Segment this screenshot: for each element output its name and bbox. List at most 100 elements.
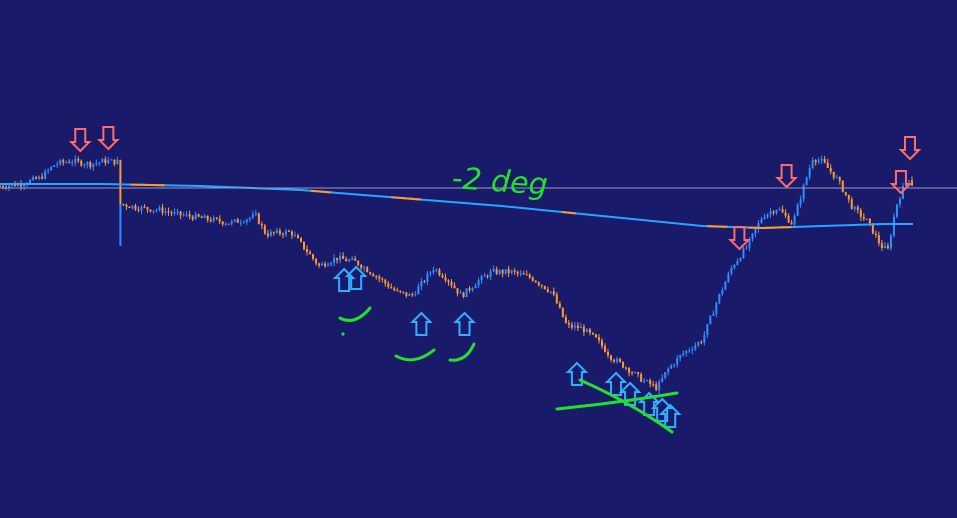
candle-body [528, 274, 531, 278]
candle-body [381, 278, 384, 280]
candle-body [847, 194, 850, 200]
candle-body [576, 325, 579, 329]
hand-stroke-3 [448, 342, 476, 362]
candle-body [230, 221, 233, 224]
candle-body [820, 158, 823, 161]
candle-body [269, 231, 272, 236]
candle-body [426, 273, 429, 282]
hand-stroke-cross [578, 378, 674, 434]
candle-body [474, 285, 477, 289]
candle-body [333, 257, 336, 263]
candle-body [688, 350, 691, 352]
candle-body [92, 163, 95, 167]
candle-body [435, 269, 438, 271]
candle-body [769, 211, 772, 215]
candle-body [706, 324, 709, 335]
candle-body [486, 275, 489, 277]
candle-body [378, 276, 381, 279]
candle-body [387, 283, 390, 288]
candle-body [745, 247, 748, 249]
candle-body [661, 377, 664, 382]
candle-body [284, 230, 287, 235]
candle-body [53, 165, 56, 167]
candle-body [215, 217, 218, 219]
candle-body [203, 215, 206, 219]
candle-body [664, 372, 667, 378]
candle-body [459, 292, 462, 294]
candle-body [597, 337, 600, 341]
candle-body [173, 212, 176, 214]
candle-body [582, 326, 585, 333]
candle-body [56, 164, 59, 166]
candle-body [640, 373, 643, 382]
candle-body [86, 162, 89, 165]
candle-body [682, 353, 685, 355]
candle-body [546, 289, 549, 292]
candle-body [841, 180, 844, 192]
candle-body [119, 159, 122, 205]
candle-body [345, 258, 348, 262]
candle-body [339, 255, 342, 261]
candle-body [588, 329, 591, 333]
candle-body [537, 282, 540, 285]
candle-body [263, 225, 266, 234]
candle-body [266, 233, 269, 236]
candle-body [438, 269, 441, 276]
candle-body [718, 293, 721, 303]
candle-body [739, 258, 742, 261]
candle-body [844, 191, 847, 195]
candle-body [348, 259, 351, 262]
arrow-down-outline-icon [68, 128, 92, 153]
candle-body [775, 210, 778, 214]
candle-body [883, 245, 886, 249]
candle-body [408, 294, 411, 296]
candle-body [77, 158, 80, 161]
candle-body [877, 235, 880, 244]
candle-body [679, 354, 682, 359]
candle-body [287, 230, 290, 232]
candle-body [516, 271, 519, 274]
candle-body [549, 291, 552, 293]
candle-body [161, 207, 164, 213]
arrow-down-outline-icon [96, 126, 120, 151]
candle-body [110, 159, 113, 161]
candle-body [781, 209, 784, 213]
candle-body [50, 166, 53, 170]
candle-body [531, 277, 534, 281]
moving-average-segment [391, 196, 422, 201]
candle-body [850, 199, 853, 209]
candle-body [209, 219, 212, 222]
candle-body [814, 160, 817, 163]
candle-body [492, 269, 495, 272]
candle-body [760, 218, 763, 223]
candle-body [411, 294, 414, 296]
candle-body [47, 169, 50, 172]
candle-body [125, 204, 128, 207]
candle-body [290, 231, 293, 236]
candle-body [832, 171, 835, 178]
candle-body [38, 176, 41, 179]
arrow-down-outline-icon [775, 164, 798, 189]
candle-body [131, 205, 134, 208]
candle-body [483, 275, 486, 277]
candle-body [646, 380, 649, 382]
candle-body [700, 342, 703, 344]
candle-body [429, 272, 432, 274]
candle-body [384, 279, 387, 284]
candle-body [808, 168, 811, 178]
arrow-up-outline-icon [565, 361, 589, 386]
candle-body [336, 257, 339, 261]
candle-body [649, 380, 652, 385]
candle-body [441, 275, 444, 278]
candle-body [730, 268, 733, 274]
candle-body [862, 216, 865, 219]
arrow-up-outline-icon [658, 403, 682, 428]
moving-average-series [0, 183, 913, 230]
candle-body [790, 222, 793, 225]
candle-body [83, 164, 86, 166]
candle-body [552, 291, 555, 295]
candle-body [218, 218, 221, 222]
candle-body [736, 260, 739, 265]
candle-body [643, 380, 646, 382]
